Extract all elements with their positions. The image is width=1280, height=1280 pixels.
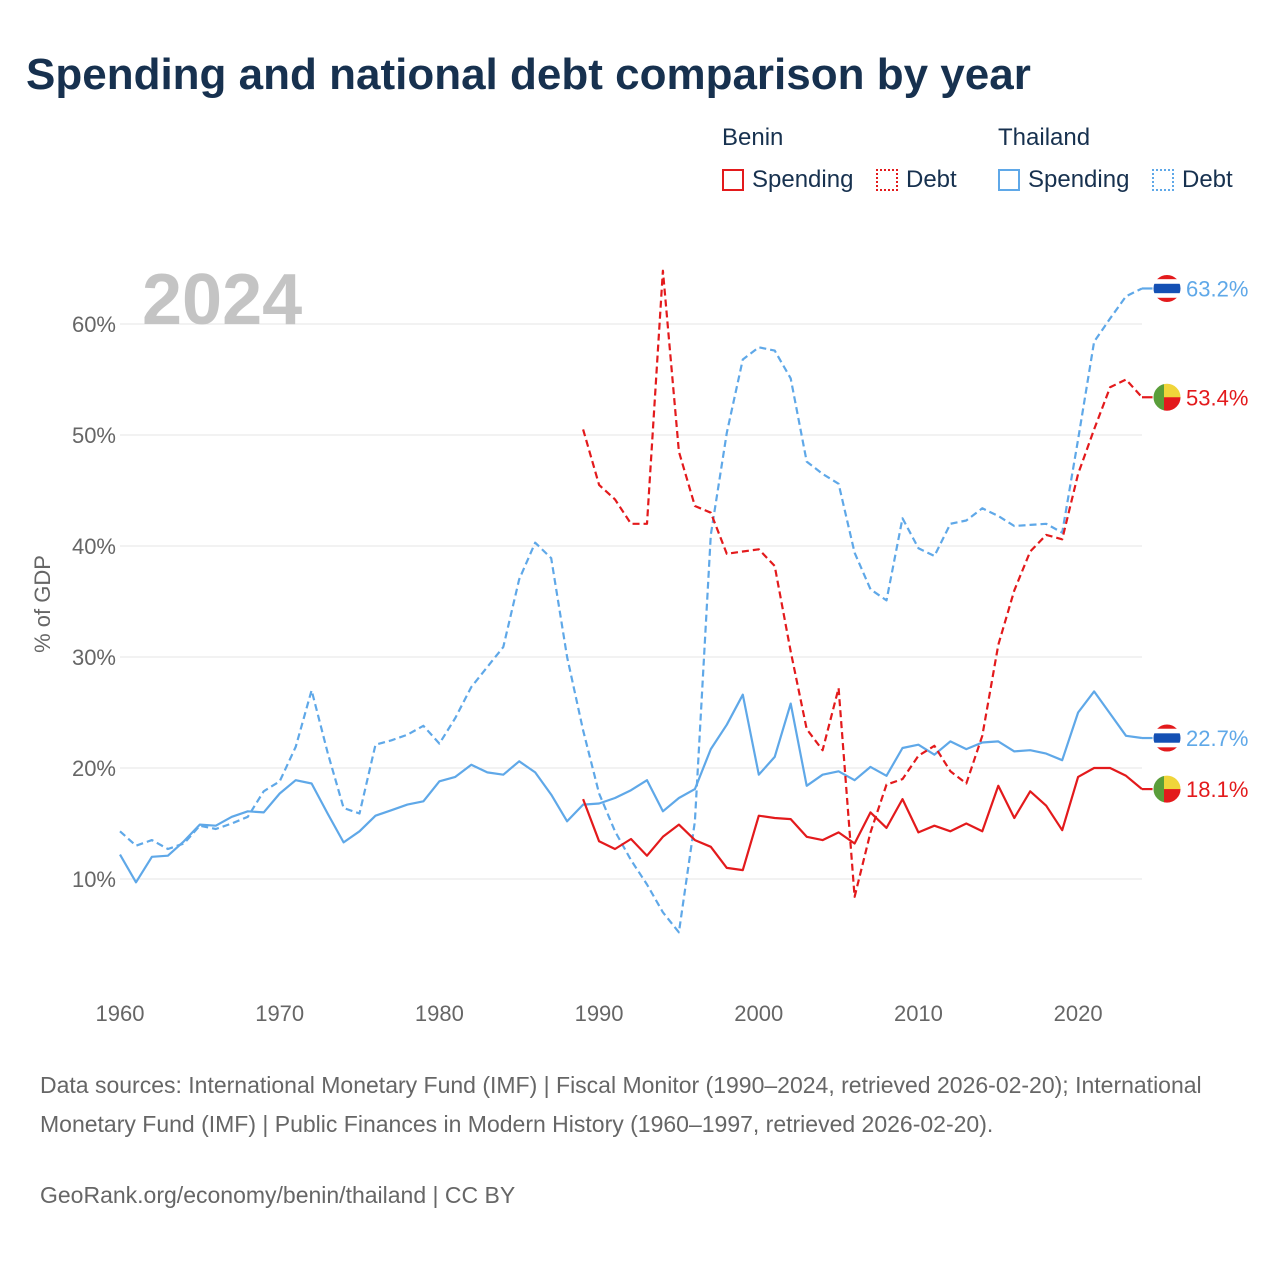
x-tick-label: 1960 [96, 1001, 145, 1026]
y-tick-label: 40% [72, 534, 116, 559]
flag-outline [1152, 382, 1182, 412]
legend-thailand-debt[interactable]: Debt [1152, 166, 1233, 194]
chart-title: Spending and national debt comparison by… [26, 50, 1031, 99]
y-tick-label: 30% [72, 645, 116, 670]
end-value-label: 63.2% [1186, 276, 1248, 301]
y-axis-label: % of GDP [30, 555, 55, 653]
end-value-label: 18.1% [1186, 777, 1248, 802]
legend-swatch-solid-blue [998, 169, 1020, 191]
legend-swatch-dotted-blue [1152, 169, 1174, 191]
benin-flag-icon [1152, 774, 1182, 804]
series-line-benin-debt[interactable] [582, 269, 1143, 898]
flag-fill [1153, 724, 1181, 753]
thailand-flag-icon [1152, 723, 1182, 753]
legend-benin-spending[interactable]: Spending [722, 166, 853, 194]
x-tick-label: 1990 [575, 1001, 624, 1026]
x-tick-label: 1970 [255, 1001, 304, 1026]
y-tick-label: 60% [72, 312, 116, 337]
flag-fill [1153, 274, 1181, 303]
data-sources: Data sources: International Monetary Fun… [40, 1072, 1202, 1137]
series-line-thailand-spending[interactable] [119, 690, 1143, 884]
legend-thailand-spending[interactable]: Spending [998, 166, 1129, 194]
x-tick-label: 2000 [734, 1001, 783, 1026]
flag-field-green [1153, 383, 1164, 412]
chart-area: 2024 10% 20% 30% 40% 50% 60% 1960 1970 1980 1990 2… [30, 260, 1248, 1026]
legend-label: Debt [1182, 166, 1233, 193]
flag-outline [1152, 273, 1182, 303]
series-line-benin-spending[interactable] [582, 766, 1143, 872]
end-value-label: 53.4% [1186, 385, 1248, 410]
x-tick-label: 1980 [415, 1001, 464, 1026]
credit-link[interactable]: GeoRank.org/economy/benin/thailand | CC … [40, 1182, 516, 1208]
legend-group-thailand: Thailand [998, 124, 1091, 151]
legend-label: Spending [752, 166, 854, 193]
year-watermark: 2024 [142, 260, 302, 340]
legend-group-benin: Benin [722, 124, 784, 151]
flag-fill [1153, 383, 1181, 412]
y-tick-label: 50% [72, 423, 116, 448]
y-tick-label: 20% [72, 756, 116, 781]
legend-label: Debt [906, 166, 957, 193]
y-tick-label: 10% [72, 867, 116, 892]
flag-field-green [1153, 775, 1164, 804]
x-tick-label: 2020 [1054, 1001, 1103, 1026]
series-line-thailand-debt[interactable] [119, 287, 1143, 934]
x-tick-label: 2010 [894, 1001, 943, 1026]
legend-swatch-solid-red [722, 169, 744, 191]
legend-label: Spending [1028, 166, 1130, 193]
benin-flag-icon [1152, 382, 1182, 412]
flag-stripe-blue [1153, 733, 1181, 743]
flag-outline [1152, 723, 1182, 753]
legend-benin-debt[interactable]: Debt [876, 166, 957, 194]
legend-swatch-dotted-red [876, 169, 898, 191]
flag-stripe-blue [1153, 283, 1181, 294]
end-value-label: 22.7% [1186, 726, 1248, 751]
thailand-flag-icon [1152, 273, 1182, 303]
flag-outline [1152, 774, 1182, 804]
flag-fill [1153, 775, 1181, 804]
